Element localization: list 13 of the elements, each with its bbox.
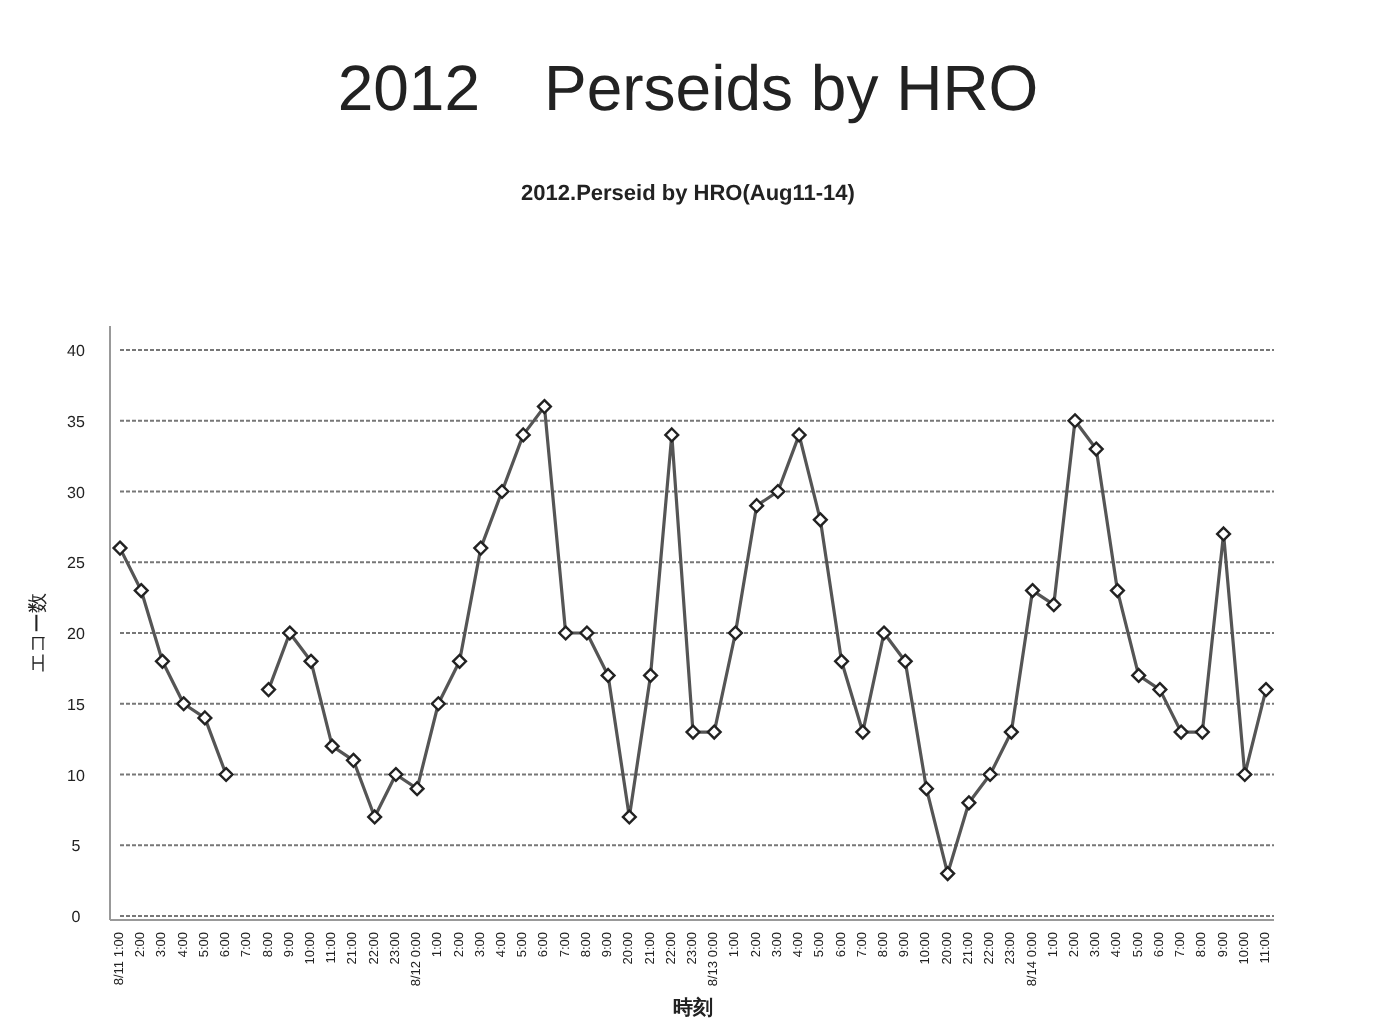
y-tick-label: 40 — [67, 342, 86, 360]
y-tick-label: 30 — [67, 483, 86, 502]
y-tick-label: 25 — [67, 554, 86, 573]
y-tick-label: 35 — [67, 412, 86, 431]
y-tick-label: 0 — [71, 908, 82, 926]
y-tick-label: 5 — [71, 837, 82, 856]
y-axis-title: エコー数 — [28, 593, 50, 673]
y-tick-label: 10 — [67, 766, 86, 785]
y-tick-label: 15 — [67, 695, 86, 714]
chart-subtitle: 2012.Perseid by HRO(Aug11-14) — [521, 182, 856, 206]
chart-title: 2012 Perseids by HRO — [337, 52, 1039, 124]
y-tick-label: 20 — [67, 625, 86, 643]
x-axis-title: 時刻 — [673, 996, 713, 1020]
